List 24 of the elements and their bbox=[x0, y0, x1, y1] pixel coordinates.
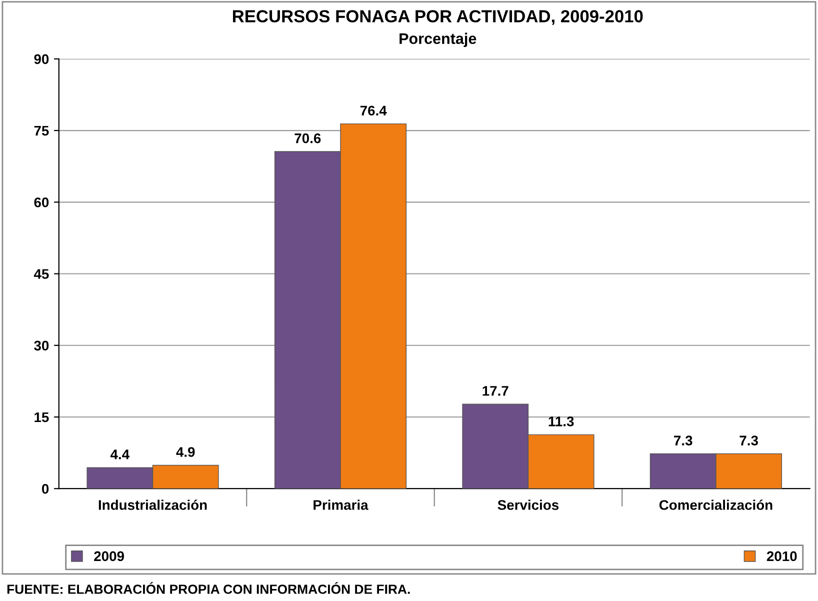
data-label: 17.7 bbox=[482, 386, 508, 396]
chart-subtitle: Porcentaje bbox=[400, 32, 476, 48]
data-label: 7.3 bbox=[740, 436, 758, 446]
x-tick-label: Primaria bbox=[314, 500, 368, 510]
data-label: 11.3 bbox=[548, 416, 574, 426]
data-label: 4.4 bbox=[110, 450, 130, 460]
y-tick-label: 45 bbox=[34, 269, 49, 279]
legend-label: 2009 bbox=[94, 551, 124, 562]
y-tick-label: 0 bbox=[42, 484, 49, 494]
y-tick-label: 90 bbox=[34, 54, 49, 64]
x-tick-label: Industrialización bbox=[98, 500, 207, 510]
y-tick-label: 30 bbox=[34, 340, 49, 351]
y-tick-label: 60 bbox=[34, 197, 49, 208]
chart-title: RECURSOS FONAGA POR ACTIVIDAD, 2009-2010 bbox=[232, 10, 643, 25]
data-label: 70.6 bbox=[294, 133, 321, 144]
source-note: FUENTE: ELABORACIÓN PROPIA CON INFORMACIÓN DE FIRA. bbox=[7, 582, 410, 594]
data-label: 76.4 bbox=[360, 106, 387, 116]
y-tick-label: 15 bbox=[34, 412, 49, 422]
y-tick-label: 75 bbox=[34, 126, 49, 136]
x-tick-label: Comercialización bbox=[659, 500, 772, 510]
data-label: 7.3 bbox=[674, 436, 692, 446]
legend-label: 2010 bbox=[766, 551, 797, 562]
data-label: 4.9 bbox=[176, 447, 195, 457]
x-tick-label: Servicios bbox=[498, 500, 559, 510]
